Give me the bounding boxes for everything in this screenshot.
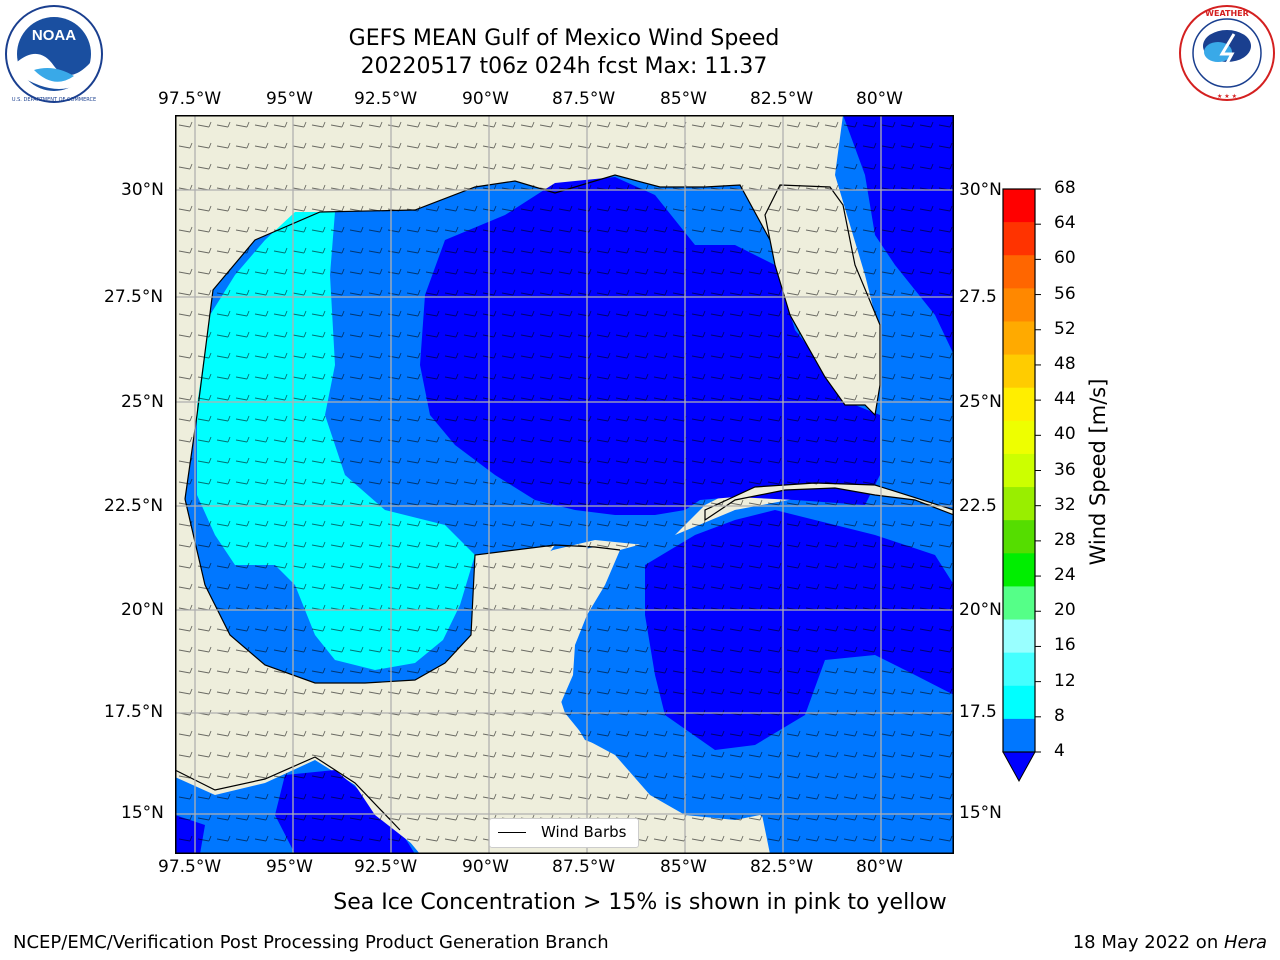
nws-logo: WEATHER ★ ★ ★ (1179, 5, 1275, 101)
lat-tick-left: 17.5°N (104, 702, 164, 722)
svg-text:U.S. DEPARTMENT OF COMMERCE: U.S. DEPARTMENT OF COMMERCE (12, 97, 96, 103)
colorbar-tick-label: 68 (1054, 178, 1076, 198)
lon-tick-bottom: 90°W (462, 857, 509, 877)
map-gridlines (175, 115, 954, 854)
colorbar-segment (1003, 553, 1035, 587)
colorbar-tick-label: 48 (1054, 353, 1076, 374)
colorbar-tick-label: 16 (1054, 635, 1076, 656)
colorbar-extend-arrow (1002, 751, 1036, 783)
svg-text:NOAA: NOAA (32, 27, 76, 44)
colorbar-segment (1003, 619, 1035, 654)
lon-tick-bottom: 95°W (266, 857, 313, 877)
colorbar-segment (1003, 354, 1035, 389)
colorbar-segment (1003, 520, 1035, 554)
colorbar-tick-label: 44 (1054, 389, 1076, 410)
colorbar-segment (1003, 387, 1035, 422)
svg-text:WEATHER: WEATHER (1205, 9, 1249, 18)
colorbar-tick-label: 28 (1054, 529, 1076, 550)
colorbar-tick-label: 56 (1054, 283, 1076, 304)
footer-date-text: 18 May 2022 on (1072, 932, 1224, 953)
lat-tick-left: 20°N (121, 600, 164, 620)
colorbar-tick-label: 32 (1054, 494, 1076, 515)
lon-tick-top: 87.5°W (552, 89, 616, 109)
lon-tick-bottom: 80°W (856, 857, 903, 877)
lon-tick-top: 80°W (856, 89, 903, 109)
wind-speed-map (175, 115, 954, 854)
lon-tick-bottom: 87.5°W (552, 857, 616, 877)
lat-tick-left: 22.5°N (104, 496, 164, 516)
chart-title-line1: GEFS MEAN Gulf of Mexico Wind Speed (348, 26, 780, 51)
colorbar-segment (1003, 718, 1035, 753)
colorbar-tick-label: 20 (1054, 600, 1076, 621)
lon-tick-bottom: 97.5°W (158, 857, 222, 877)
colorbar-segment (1003, 321, 1035, 356)
lat-tick-right: 22.5 (959, 496, 997, 516)
lat-tick-left: 27.5°N (104, 287, 164, 307)
colorbar (1002, 188, 1041, 783)
colorbar-tick-label: 52 (1054, 318, 1076, 339)
lon-tick-top: 90°W (462, 89, 509, 109)
colorbar-segment (1003, 586, 1035, 621)
colorbar-tick-label: 36 (1054, 459, 1076, 480)
svg-text:★ ★ ★: ★ ★ ★ (1217, 93, 1237, 100)
lat-tick-right: 27.5 (959, 287, 997, 307)
colorbar-tick-label: 64 (1054, 213, 1076, 234)
lon-tick-bottom: 82.5°W (750, 857, 814, 877)
lat-tick-left: 30°N (121, 180, 164, 200)
lon-tick-top: 97.5°W (158, 89, 222, 109)
noaa-logo: NOAA U.S. DEPARTMENT OF COMMERCE (5, 5, 103, 103)
legend-label: Wind Barbs (541, 823, 627, 841)
colorbar-tick-label: 8 (1054, 705, 1065, 726)
caption: Sea Ice Concentration > 15% is shown in … (333, 890, 947, 915)
colorbar-segment (1003, 288, 1035, 322)
colorbar-tick-label: 60 (1054, 248, 1076, 269)
lon-tick-top: 85°W (660, 89, 707, 109)
colorbar-segment (1003, 652, 1035, 687)
wind-barb-legend-line (498, 832, 526, 833)
footer-credit: NCEP/EMC/Verification Post Processing Pr… (13, 932, 609, 953)
lat-tick-right: 25°N (959, 392, 1002, 412)
lat-tick-left: 15°N (121, 803, 164, 823)
lat-tick-right: 20°N (959, 600, 1002, 620)
colorbar-segment (1003, 487, 1035, 521)
colorbar-tick-label: 24 (1054, 565, 1076, 586)
lon-tick-top: 95°W (266, 89, 313, 109)
colorbar-segment (1003, 685, 1035, 720)
map-legend: Wind Barbs (489, 818, 639, 848)
colorbar-title: Wind Speed [m/s] (1086, 378, 1110, 566)
lon-tick-top: 92.5°W (354, 89, 418, 109)
lon-tick-bottom: 92.5°W (354, 857, 418, 877)
chart-title-line2: 20220517 t06z 024h fcst Max: 11.37 (360, 54, 768, 79)
colorbar-tick-label: 12 (1054, 670, 1076, 691)
lat-tick-right: 15°N (959, 803, 1002, 823)
coastline (184, 174, 771, 500)
colorbar-tick-label: 4 (1054, 741, 1065, 761)
lon-tick-top: 82.5°W (750, 89, 814, 109)
footer-date: 18 May 2022 on Hera (1073, 932, 1267, 953)
lat-tick-left: 25°N (121, 392, 164, 412)
colorbar-segment (1003, 189, 1035, 223)
footer-host: Hera (1223, 932, 1267, 953)
colorbar-segment (1003, 420, 1035, 455)
lon-tick-bottom: 85°W (660, 857, 707, 877)
colorbar-segment (1003, 222, 1035, 256)
colorbar-segment (1003, 453, 1035, 488)
colorbar-segment (1003, 255, 1035, 289)
colorbar-tick-label: 40 (1054, 424, 1076, 445)
lat-tick-right: 17.5 (959, 702, 997, 722)
lat-tick-right: 30°N (959, 180, 1002, 200)
